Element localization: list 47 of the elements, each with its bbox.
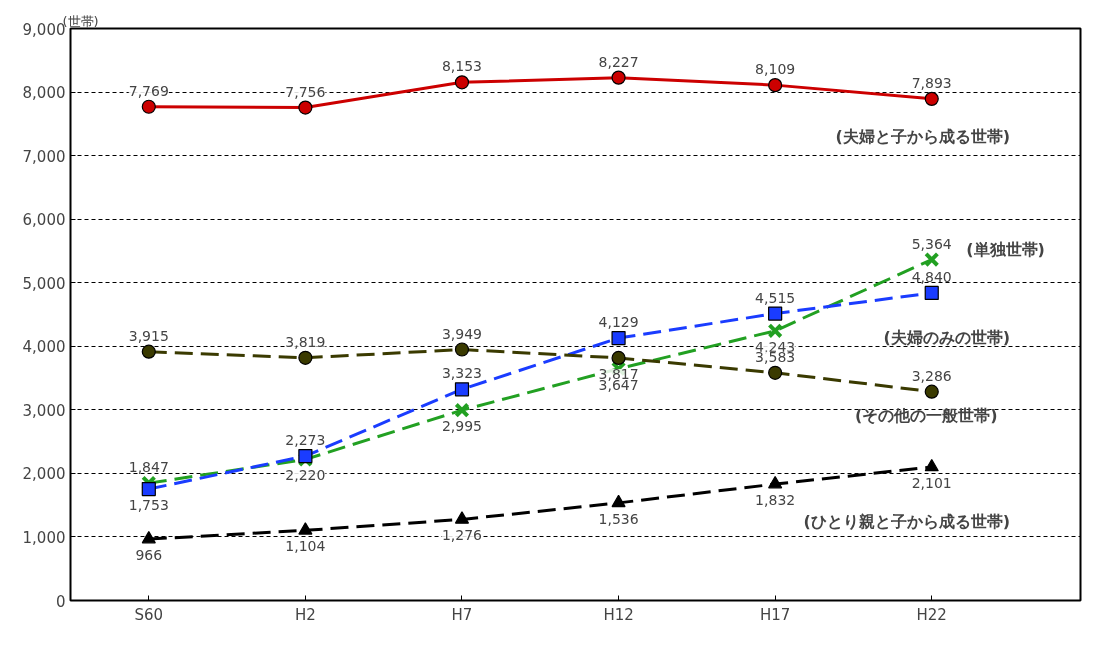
y-tick-label: 6,000 — [22, 211, 66, 230]
data-label: 3,819 — [285, 333, 326, 350]
x-tick-label: H2 — [294, 605, 316, 624]
y-tick-label: 1,000 — [22, 528, 66, 547]
data-label: 2,273 — [285, 432, 326, 449]
data-label: 966 — [135, 547, 163, 564]
data-label: 2,220 — [285, 467, 326, 484]
y-tick-label: 8,000 — [22, 84, 66, 103]
data-label: 4,129 — [598, 314, 639, 331]
data-label: 8,109 — [755, 61, 796, 78]
data-label: 1,847 — [128, 459, 169, 476]
y-tick-label: 7,000 — [22, 147, 66, 166]
y-tick-label: 0 — [55, 592, 66, 611]
data-label: 3,915 — [128, 327, 169, 344]
data-label: 8,227 — [598, 53, 639, 70]
data-label: 5,364 — [911, 235, 952, 252]
data-label: 1,536 — [598, 510, 639, 527]
data-label: 3,323 — [441, 365, 483, 382]
data-label: 7,769 — [128, 82, 169, 99]
data-label: 1,104 — [285, 538, 326, 555]
text: (夫婦と子から成る世帯) — [835, 127, 1011, 147]
x-tick-label: H17 — [759, 605, 791, 624]
series-label: (夫婦のみの世帯) — [883, 328, 1011, 348]
data-label: 2,101 — [911, 474, 952, 491]
data-label: 2,995 — [441, 418, 483, 435]
data-label: 1,276 — [441, 527, 483, 544]
y-tick-label: 4,000 — [22, 338, 66, 357]
series-label: (単独世帯) — [966, 240, 1045, 260]
data-label: 8,153 — [441, 58, 483, 75]
x-tick-label: S60 — [134, 605, 164, 624]
x-tick-label: H7 — [451, 605, 473, 624]
data-label: 3,949 — [441, 325, 483, 342]
data-label: 3,286 — [911, 367, 952, 384]
data-label: 1,832 — [755, 492, 796, 509]
y-tick-label: 5,000 — [22, 274, 66, 293]
data-label: 1,753 — [128, 497, 169, 514]
x-tick-label: H22 — [916, 605, 947, 624]
data-label: 7,893 — [911, 74, 952, 91]
data-label: 4,515 — [755, 289, 796, 306]
series-label: (その他の一般世帯) — [854, 406, 998, 426]
series-label: (ひとり親と子から成る世帯) — [803, 512, 1011, 532]
y-tick-label: 2,000 — [22, 465, 66, 484]
data-label: 4,243 — [755, 338, 796, 355]
data-label: 4,840 — [911, 268, 952, 285]
x-tick-label: H12 — [603, 605, 634, 624]
y-tick-label: 3,000 — [22, 401, 66, 420]
data-label: 7,756 — [285, 83, 326, 100]
